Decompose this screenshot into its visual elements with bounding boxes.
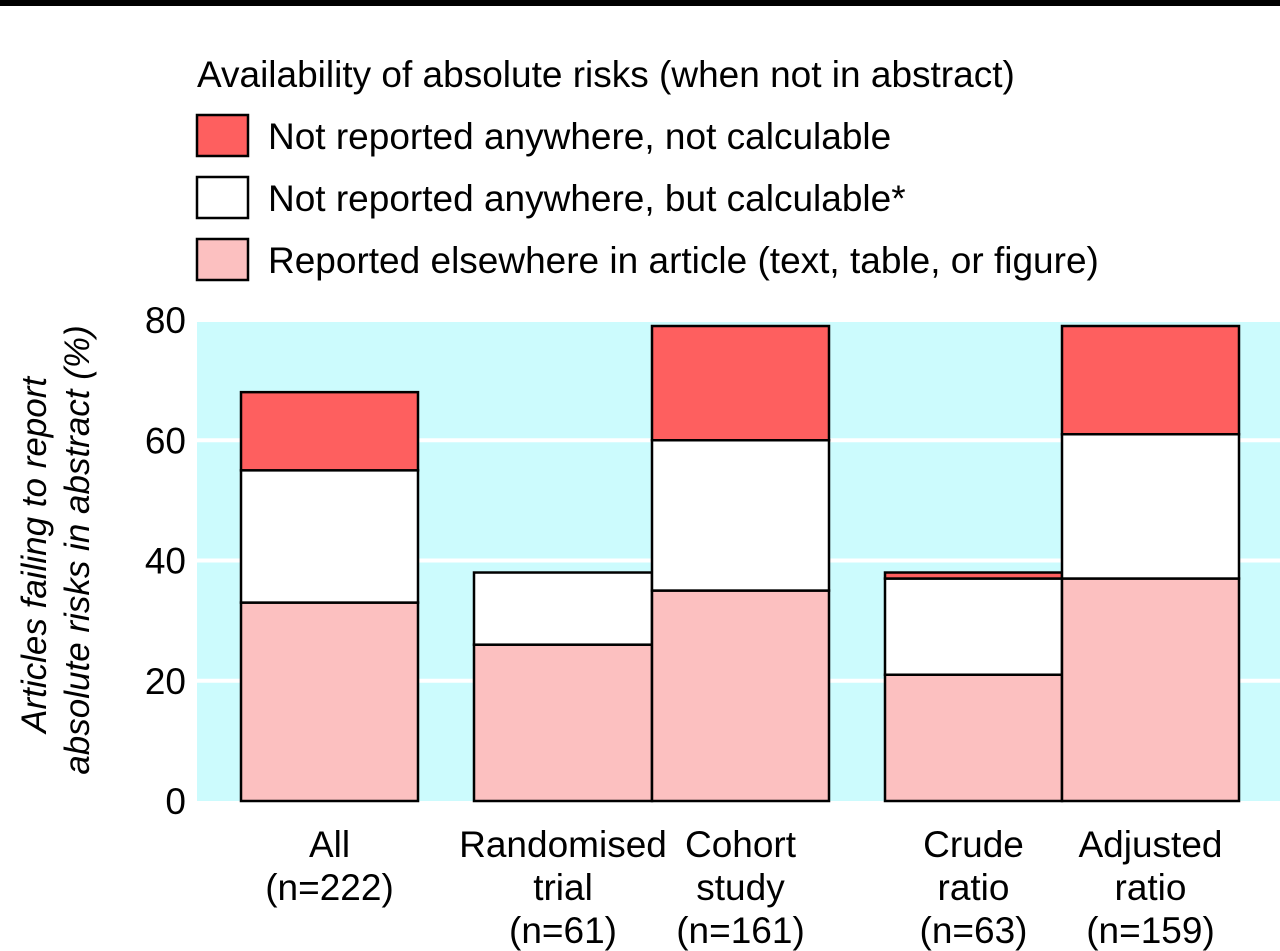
legend-label: Not reported anywhere, not calculable	[268, 116, 891, 157]
bar-segment	[239, 601, 420, 803]
legend-label: Reported elsewhere in article (text, tab…	[268, 240, 1099, 281]
x-category-label: trial	[533, 867, 593, 908]
bar-segment	[1060, 577, 1241, 803]
y-axis-ticks: 0 20 40 60 80	[145, 300, 186, 822]
legend: Not reported anywhere, not calculable Not…	[195, 113, 1099, 282]
legend-title: Availability of absolute risks (when not…	[197, 54, 1015, 95]
y-tick-label: 40	[145, 541, 186, 582]
top-rule	[0, 0, 1280, 6]
bar-segment	[650, 439, 831, 592]
bars	[239, 324, 1241, 803]
bar-segment	[883, 577, 1064, 676]
x-category-label: (n=61)	[509, 910, 617, 951]
x-category-label: Randomised	[459, 824, 667, 865]
x-category-label: ratio	[938, 867, 1010, 908]
y-tick-label: 20	[145, 661, 186, 702]
y-tick-label: 60	[145, 420, 186, 461]
legend-swatch	[195, 237, 250, 282]
y-axis-label-line-1: Articles failing to report	[15, 376, 54, 735]
legend-swatch	[195, 113, 250, 158]
legend-swatch	[195, 175, 250, 220]
bar-segment	[239, 469, 420, 604]
bar-segment	[472, 571, 654, 646]
legend-label: Not reported anywhere, but calculable*	[268, 178, 906, 219]
x-category-label: (n=63)	[920, 910, 1028, 951]
bar-segment	[472, 643, 654, 803]
x-category-label: study	[696, 867, 785, 908]
bar-segment	[1060, 432, 1241, 580]
x-category-label: (n=222)	[265, 867, 394, 908]
y-tick-label: 0	[165, 781, 186, 822]
y-axis-label: Articles failing to report absolute risk…	[15, 325, 97, 774]
x-category-label: (n=159)	[1086, 910, 1215, 951]
x-category-label: Crude	[923, 824, 1024, 865]
y-axis-label-line-2: absolute risks in abstract (%)	[58, 325, 97, 774]
y-tick-label: 80	[145, 300, 186, 341]
bar-segment	[239, 390, 420, 472]
bar-segment	[1060, 324, 1241, 436]
x-category-label: ratio	[1115, 867, 1187, 908]
x-category-label: Cohort	[685, 824, 797, 865]
bar-segment	[883, 571, 1064, 580]
x-category-label: Adjusted	[1079, 824, 1223, 865]
bar-segment	[650, 324, 831, 442]
bar-segment	[883, 673, 1064, 803]
x-category-label: (n=161)	[676, 910, 805, 951]
bar-segment	[650, 589, 831, 803]
x-category-label: All	[309, 824, 350, 865]
